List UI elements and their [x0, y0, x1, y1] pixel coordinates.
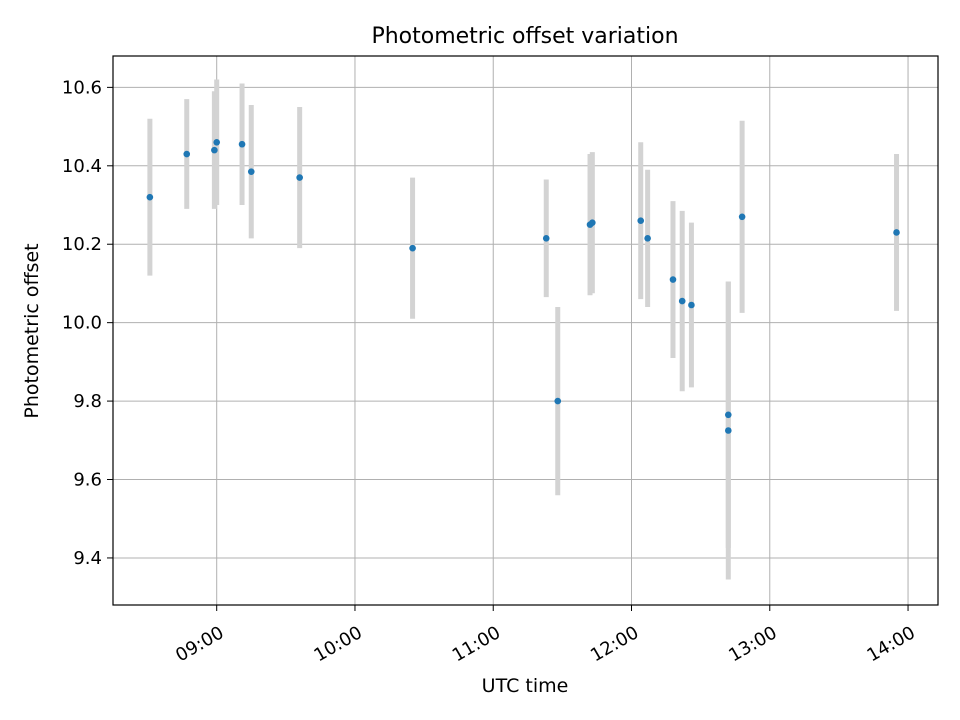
data-point — [738, 213, 746, 221]
data-point — [669, 276, 677, 283]
data-point — [637, 217, 645, 224]
data-point — [146, 193, 154, 201]
data-point — [211, 146, 218, 154]
data-point — [554, 397, 562, 405]
y-tick-label: 10.2 — [62, 234, 102, 255]
chart-title: Photometric offset variation — [371, 24, 678, 49]
data-point — [183, 150, 191, 158]
y-axis-ticks: 9.4 9.6 9.8 10.0 10.2 10.4 10.6 — [62, 77, 113, 569]
data-point — [688, 301, 695, 309]
data-point — [409, 244, 416, 252]
data-point — [893, 229, 900, 236]
data-point — [296, 174, 303, 181]
y-tick-label: 10.0 — [62, 313, 102, 334]
y-tick-label: 10.6 — [62, 77, 102, 98]
data-point — [644, 235, 651, 242]
plot-frame — [112, 55, 939, 606]
data-point — [589, 219, 596, 226]
data-point — [678, 297, 686, 305]
data-point — [213, 138, 221, 146]
y-tick-label: 9.6 — [73, 470, 102, 491]
y-tick-label: 10.4 — [62, 156, 102, 177]
data-point — [724, 427, 732, 434]
y-tick-label: 9.8 — [73, 391, 102, 412]
data-points — [146, 138, 900, 434]
x-axis-label: UTC time — [482, 675, 569, 697]
y-tick-label: 9.4 — [73, 548, 102, 569]
data-point — [724, 411, 732, 419]
y-axis-label: Photometric offset — [21, 243, 43, 418]
data-point — [238, 140, 246, 148]
data-point — [247, 168, 255, 175]
data-point — [542, 235, 550, 242]
